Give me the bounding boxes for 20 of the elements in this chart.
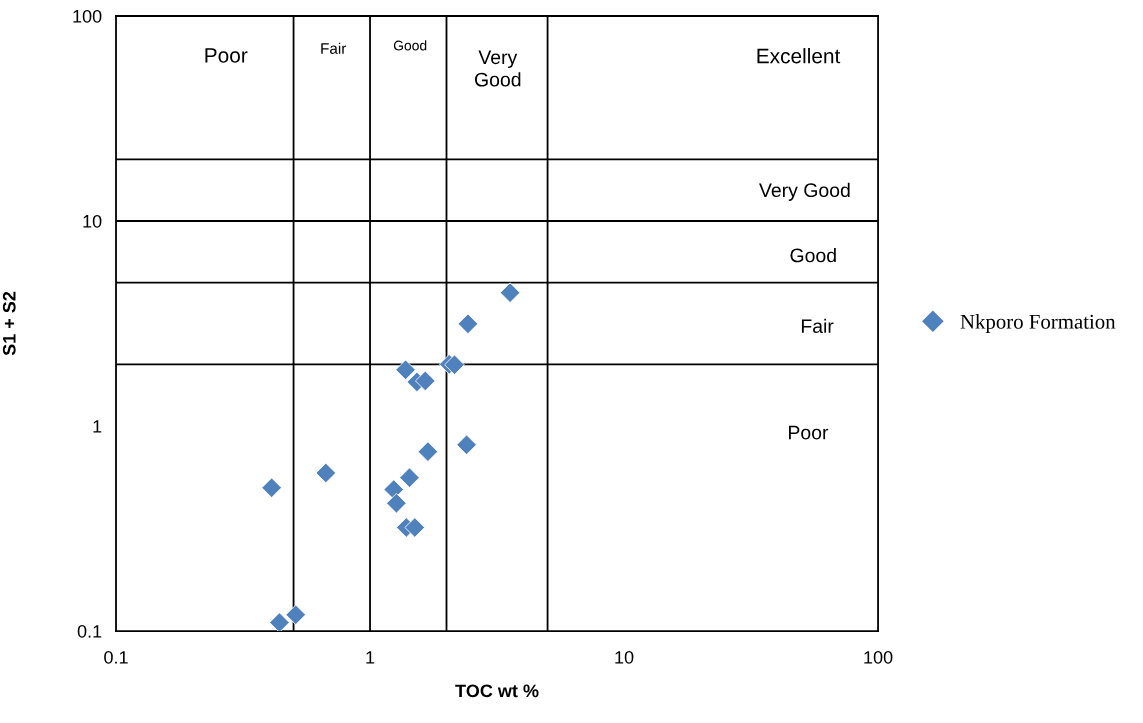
y-tick-label: 1: [93, 420, 102, 433]
annotation: Excellent: [757, 48, 841, 64]
legend-label: Nkporo Formation: [960, 314, 1116, 334]
y-tick-label: 0.1: [77, 624, 102, 638]
y-tick-label: 100: [73, 9, 102, 23]
y-axis-title: S1 + S2: [2, 291, 16, 356]
annotation: Poor: [205, 48, 248, 63]
x-tick-label: 100: [864, 650, 893, 664]
y-tick-label: 10: [83, 214, 102, 228]
x-tick-label: 10: [615, 650, 634, 664]
annotation: Very Good: [759, 182, 850, 201]
x-tick-label: 0.1: [104, 650, 128, 664]
annotation: Poor: [789, 425, 829, 440]
x-tick-label: 1: [366, 651, 375, 664]
x-axis-title: TOC wt %: [455, 684, 539, 698]
annotation: Fair: [801, 318, 834, 334]
annotation: Fair: [321, 42, 347, 54]
annotation: Good: [393, 40, 427, 51]
annotation: Very Good: [474, 50, 521, 87]
annotation: Good: [790, 248, 836, 263]
